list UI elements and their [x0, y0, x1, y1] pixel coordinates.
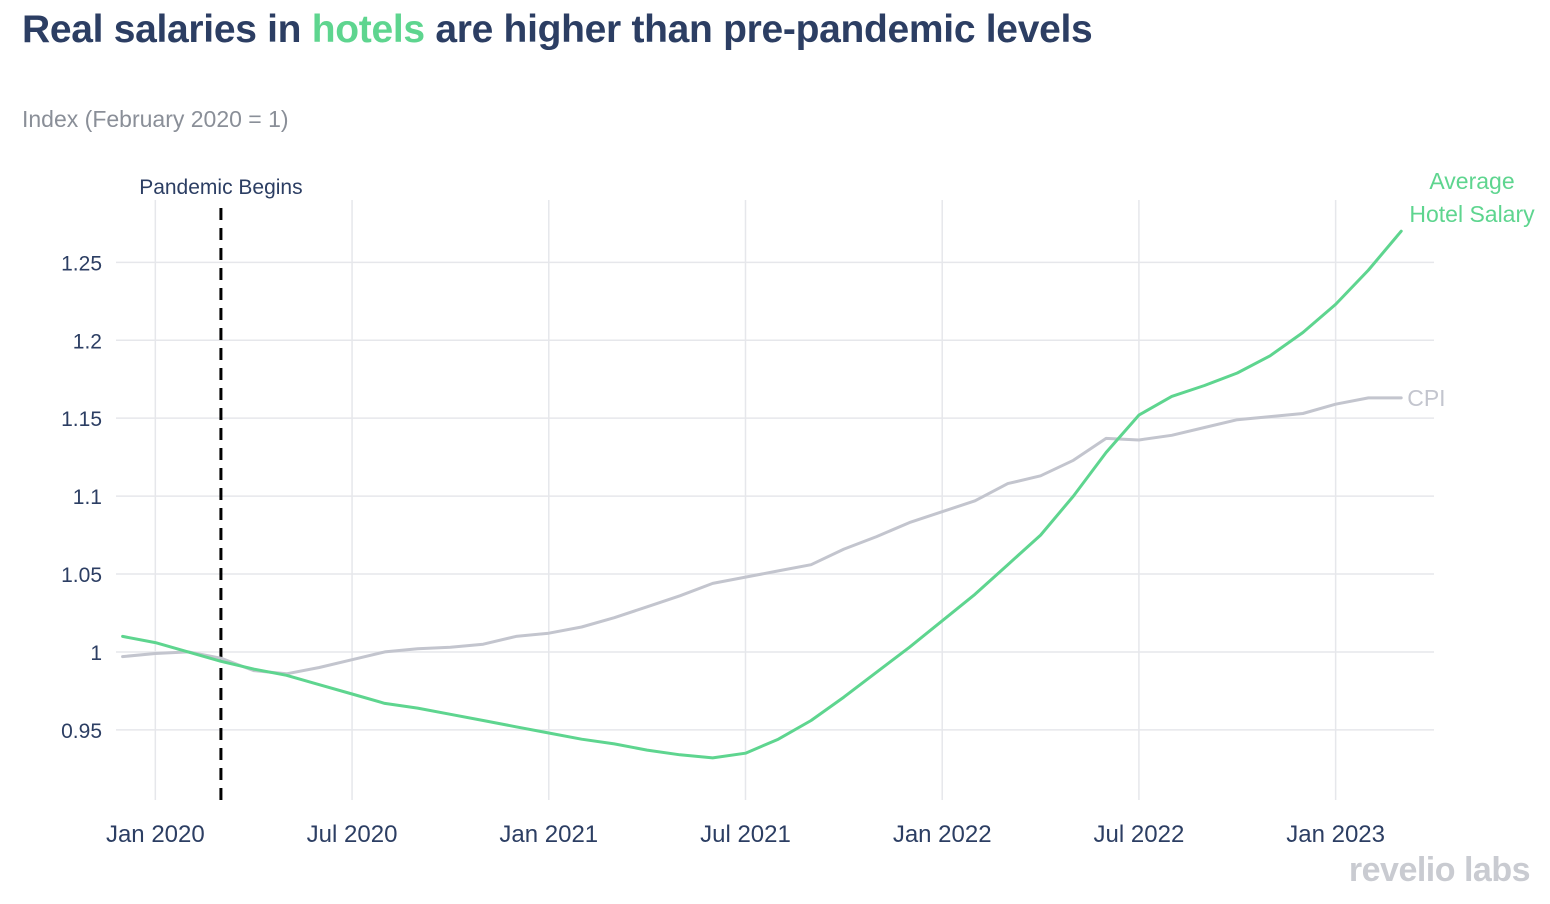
title-suffix: are higher than pre-pandemic levels	[424, 8, 1093, 51]
pandemic-marker-label: Pandemic Begins	[139, 176, 302, 199]
y-tick-label-1-15: 1.15	[61, 408, 102, 431]
title-prefix: Real salaries in	[22, 8, 312, 51]
pandemic-annotation: Pandemic Begins	[139, 176, 303, 800]
y-tick-label-1-25: 1.25	[61, 252, 102, 275]
x-axis-tick-labels: Jan 2020 Jul 2020 Jan 2021 Jul 2021 Jan 2022…	[106, 821, 1385, 848]
x-tick-label-jul-2022: Jul 2022	[1094, 821, 1185, 848]
vertical-gridlines	[154, 200, 1337, 800]
y-axis-tick-labels: 0.95 1 1.05 1.1 1.15 1.2 1.25	[61, 252, 102, 743]
x-tick-label-jan-2020: Jan 2020	[106, 821, 205, 848]
brand-logo: revelio labs	[1348, 851, 1531, 889]
series-label-average-hotel-salary: Average Hotel Salary	[1409, 168, 1535, 227]
y-tick-label-1-2: 1.2	[73, 330, 102, 353]
horizontal-gridlines	[116, 261, 1434, 731]
y-tick-label-1-1: 1.1	[73, 486, 102, 509]
series-label-line: Hotel Salary	[1409, 201, 1535, 227]
title-highlight: hotels	[311, 8, 425, 51]
x-tick-label-jul-2020: Jul 2020	[307, 821, 398, 848]
y-tick-label-1: 1	[90, 642, 102, 665]
x-tick-label-jan-2021: Jan 2021	[499, 821, 598, 848]
x-tick-label-jan-2023: Jan 2023	[1286, 821, 1385, 848]
series-line-cpi	[121, 396, 1403, 676]
x-tick-label-jan-2022: Jan 2022	[893, 821, 992, 848]
y-tick-label-1-05: 1.05	[61, 564, 102, 587]
y-tick-label-0-95: 0.95	[61, 720, 102, 743]
series-label-cpi: CPI	[1407, 385, 1445, 411]
series-line-average-hotel-salary	[121, 229, 1403, 760]
chart-title: Real salaries in hotels are higher than …	[22, 8, 1093, 52]
series-label-line: Average	[1429, 168, 1514, 194]
chart-subtitle: Index (February 2020 = 1)	[22, 106, 289, 132]
series-lines	[121, 229, 1403, 760]
series-end-labels: CPI Average Hotel Salary	[1407, 168, 1535, 411]
x-tick-label-jul-2021: Jul 2021	[700, 821, 791, 848]
